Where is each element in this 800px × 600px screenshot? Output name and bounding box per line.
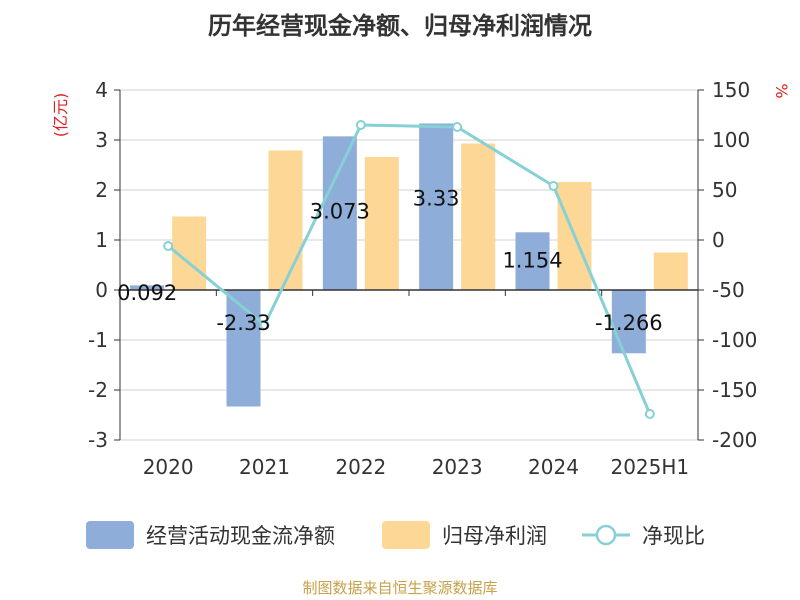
- cashflow-value-label: 3.073: [310, 199, 370, 223]
- x-tick-label: 2023: [432, 455, 483, 479]
- left-tick-label: 4: [95, 78, 108, 102]
- left-tick-label: 1: [95, 228, 108, 252]
- cashflow-value-label: 0.092: [117, 281, 177, 305]
- left-axis-unit: (亿元): [51, 93, 70, 138]
- cashflow-bar: [322, 136, 357, 290]
- right-tick-label: -150: [712, 378, 757, 402]
- legend-label-cashflow: 经营活动现金流净额: [146, 524, 335, 548]
- x-tick-label: 2022: [335, 455, 386, 479]
- axes: -3 -2 -1 0 1 2 3 4 -200 -150 -100 -50 0 50 100 150 2020 2…: [88, 78, 757, 479]
- legend-swatch-netprofit: [382, 521, 430, 549]
- cashflow-bar: [611, 290, 646, 354]
- legend-label-netprofit: 归母净利润: [442, 524, 547, 548]
- legend-label-ratio: 净现比: [642, 524, 705, 548]
- netprofit-bar: [461, 143, 496, 290]
- bars: [130, 123, 688, 407]
- ratio-line-path: [167, 123, 652, 415]
- ratio-point: [452, 122, 463, 132]
- cashflow-bar: [130, 285, 165, 290]
- ratio-point: [644, 409, 655, 419]
- right-tick-label: 0: [712, 228, 725, 252]
- netprofit-bar: [364, 157, 399, 290]
- legend-swatch-cashflow: [86, 521, 134, 549]
- grid: [120, 89, 698, 441]
- legend: 经营活动现金流净额 归母净利润 净现比: [86, 521, 705, 549]
- ratio-point: [259, 320, 270, 330]
- left-tick-label: 3: [95, 128, 108, 152]
- left-tick-label: -1: [88, 328, 108, 352]
- right-axis-unit: %: [772, 83, 791, 98]
- legend-swatch-ratio-marker: [595, 524, 617, 546]
- right-tick-label: -100: [712, 328, 757, 352]
- left-tick-label: -3: [88, 428, 108, 452]
- cashflow-value-label: -1.266: [595, 311, 663, 335]
- cashflow-bar: [419, 123, 454, 290]
- cashflow-value-label: 1.154: [502, 248, 562, 272]
- ratio-point: [548, 181, 559, 191]
- netprofit-bar: [268, 150, 303, 290]
- source-note: 制图数据来自恒生聚源数据库: [302, 579, 497, 597]
- left-tick-label: 2: [95, 178, 108, 202]
- ratio-point: [355, 120, 366, 130]
- x-tick-label: 2025H1: [610, 455, 689, 479]
- x-tick-label: 2021: [239, 455, 290, 479]
- ratio-line: [163, 120, 655, 419]
- right-tick-label: 150: [712, 78, 750, 102]
- ratio-point: [163, 241, 174, 251]
- netprofit-bar: [653, 252, 688, 290]
- left-tick-label: -2: [88, 378, 108, 402]
- left-tick-label: 0: [95, 278, 108, 302]
- cashflow-value-label: -2.33: [216, 311, 270, 335]
- right-tick-label: 50: [712, 178, 737, 202]
- chart-title: 历年经营现金净额、归母净利润情况: [208, 12, 592, 40]
- x-tick-label: 2020: [143, 455, 194, 479]
- x-tick-label: 2024: [528, 455, 579, 479]
- right-tick-label: -50: [712, 278, 745, 302]
- right-tick-label: -200: [712, 428, 757, 452]
- data-labels: 0.092 -2.33 3.073 3.33 1.154 -1.266: [117, 187, 663, 336]
- right-tick-label: 100: [712, 128, 750, 152]
- cashflow-bar: [515, 232, 550, 290]
- cashflow-value-label: 3.33: [413, 187, 460, 211]
